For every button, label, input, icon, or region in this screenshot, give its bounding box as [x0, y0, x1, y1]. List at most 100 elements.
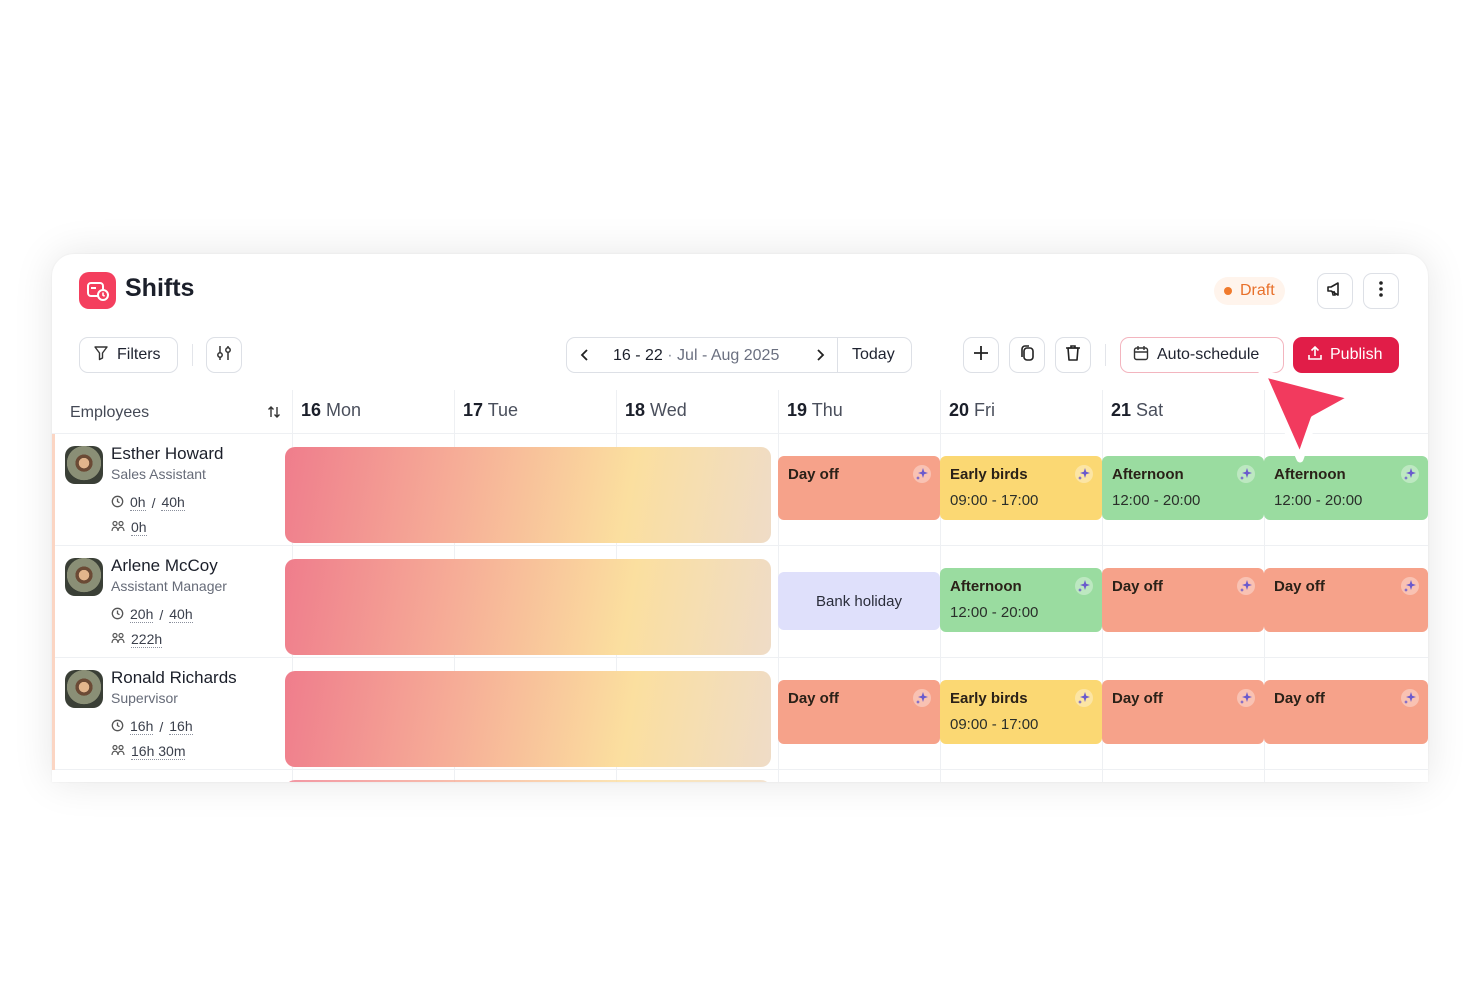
sparkle-icon[interactable] — [1401, 577, 1419, 595]
delete-button[interactable] — [1055, 337, 1091, 373]
shift-label: Afternoon — [950, 578, 1022, 595]
shift-label: Day off — [1274, 578, 1325, 595]
day-number: 20 — [949, 400, 970, 420]
hours-done: 0h — [130, 494, 146, 511]
shift-card[interactable]: Day off — [1264, 680, 1428, 744]
shift-card[interactable]: Afternoon 12:00 - 20:00 — [1102, 456, 1264, 520]
view-settings-button[interactable] — [206, 337, 242, 373]
employee-role: Sales Assistant — [111, 466, 206, 482]
employee-name: Arlene McCoy — [111, 556, 218, 575]
avatar — [65, 670, 103, 708]
employee-row[interactable]: Arlene McCoy Assistant Manager 20h / 40h 2… — [52, 546, 292, 658]
filters-label: Filters — [117, 346, 161, 363]
sparkle-icon[interactable] — [1237, 689, 1255, 707]
hours-slash: / — [159, 718, 164, 735]
row-accent — [52, 434, 55, 546]
sort-icon[interactable] — [266, 404, 282, 425]
date-dot: · — [667, 347, 678, 364]
shift-label: Afternoon — [1274, 466, 1346, 483]
clock-icon — [111, 607, 124, 623]
shift-card[interactable]: Day off — [778, 456, 940, 520]
shift-time: 09:00 - 17:00 — [950, 716, 1039, 733]
shift-time: 12:00 - 20:00 — [1274, 492, 1363, 509]
day-name: Thu — [811, 400, 843, 420]
grid-line — [52, 769, 1428, 770]
copy-button[interactable] — [1009, 337, 1045, 373]
grid-line — [52, 545, 1428, 546]
shift-card[interactable]: Afternoon 12:00 - 20:00 — [1264, 456, 1428, 520]
date-range-period: Jul - Aug 2025 — [677, 347, 780, 364]
avatar — [65, 558, 103, 596]
toolbar-divider — [192, 344, 193, 366]
day-name: Fri — [974, 400, 996, 420]
shift-card[interactable]: Afternoon 12:00 - 20:00 — [940, 568, 1102, 632]
overtime-stat: 222h — [111, 631, 163, 648]
shift-card[interactable]: Early birds 09:00 - 17:00 — [940, 456, 1102, 520]
unavailable-block — [285, 447, 771, 543]
sparkle-icon[interactable] — [913, 689, 931, 707]
day-name: Sat — [1136, 400, 1164, 420]
announce-button[interactable] — [1317, 273, 1353, 309]
today-button[interactable]: Today — [852, 346, 895, 363]
shift-label: Day off — [1112, 690, 1163, 707]
sparkle-icon[interactable] — [913, 465, 931, 483]
hours-stat: 16h / 16h — [111, 718, 193, 735]
chevron-right-icon[interactable] — [814, 347, 826, 368]
shift-label: Day off — [788, 466, 839, 483]
date-navigator: 16 - 22 · Jul - Aug 2025 Today — [566, 337, 912, 373]
shift-label: Afternoon — [1112, 466, 1184, 483]
shift-card[interactable]: Day off — [778, 680, 940, 744]
row-accent — [52, 658, 55, 770]
status-badge: Draft — [1214, 277, 1285, 305]
sparkle-icon[interactable] — [1075, 465, 1093, 483]
trash-icon — [1065, 344, 1081, 367]
hours-total: 40h — [161, 494, 185, 511]
chevron-left-icon[interactable] — [579, 347, 591, 368]
publish-label: Publish — [1330, 346, 1383, 363]
shift-card[interactable]: Day off — [1102, 568, 1264, 632]
sparkle-icon[interactable] — [1075, 689, 1093, 707]
hours-slash: / — [151, 494, 156, 511]
sparkle-icon[interactable] — [1237, 465, 1255, 483]
shift-card[interactable]: Early birds 09:00 - 17:00 — [940, 680, 1102, 744]
grid-line — [52, 657, 1428, 658]
upload-icon — [1307, 345, 1323, 366]
day-number: 19 — [787, 400, 808, 420]
day-header-tue: 17 Tue — [463, 400, 518, 444]
more-options-button[interactable] — [1363, 273, 1399, 309]
publish-button[interactable]: Publish — [1293, 337, 1399, 373]
calendar-icon — [1133, 345, 1149, 366]
employee-role: Supervisor — [111, 690, 178, 706]
add-shift-button[interactable] — [963, 337, 999, 373]
shift-label: Day off — [1274, 690, 1325, 707]
shift-label: Early birds — [950, 690, 1028, 707]
shift-card[interactable]: Day off — [1102, 680, 1264, 744]
sparkle-icon[interactable] — [1075, 577, 1093, 595]
avatar — [65, 446, 103, 484]
shift-card[interactable]: Bank holiday — [778, 572, 940, 630]
plus-icon — [973, 345, 989, 366]
day-header-mon: 16 Mon — [301, 400, 361, 444]
overtime-stat: 0h — [111, 519, 147, 536]
date-range-label: 16 - 22 · Jul - Aug 2025 — [613, 347, 779, 365]
employee-row[interactable]: Esther Howard Sales Assistant 0h/40h 0h — [52, 434, 292, 546]
people-icon — [111, 520, 125, 536]
filters-button[interactable]: Filters — [79, 337, 178, 373]
sparkle-icon[interactable] — [1237, 577, 1255, 595]
shift-time: 12:00 - 20:00 — [1112, 492, 1201, 509]
shifts-logo-icon — [79, 272, 116, 309]
sliders-icon — [215, 344, 233, 367]
unavailable-block — [285, 559, 771, 655]
sparkle-icon[interactable] — [1401, 465, 1419, 483]
unavailable-block — [285, 780, 771, 782]
shift-time: 12:00 - 20:00 — [950, 604, 1039, 621]
sparkle-icon[interactable] — [1401, 689, 1419, 707]
employee-row[interactable]: Ronald Richards Supervisor 16h / 16h 16h 3… — [52, 658, 292, 770]
shift-label: Day off — [788, 690, 839, 707]
shifts-panel: Shifts Draft Filters 16 - 22 · Jul - Aug… — [52, 254, 1428, 782]
hours-stat: 0h / 40h — [111, 494, 185, 511]
shift-card[interactable]: Day off — [1264, 568, 1428, 632]
auto-schedule-label: Auto-schedule — [1157, 346, 1260, 363]
auto-schedule-button[interactable]: Auto-schedule — [1120, 337, 1284, 373]
overtime-stat: 16h 30m — [111, 743, 186, 760]
